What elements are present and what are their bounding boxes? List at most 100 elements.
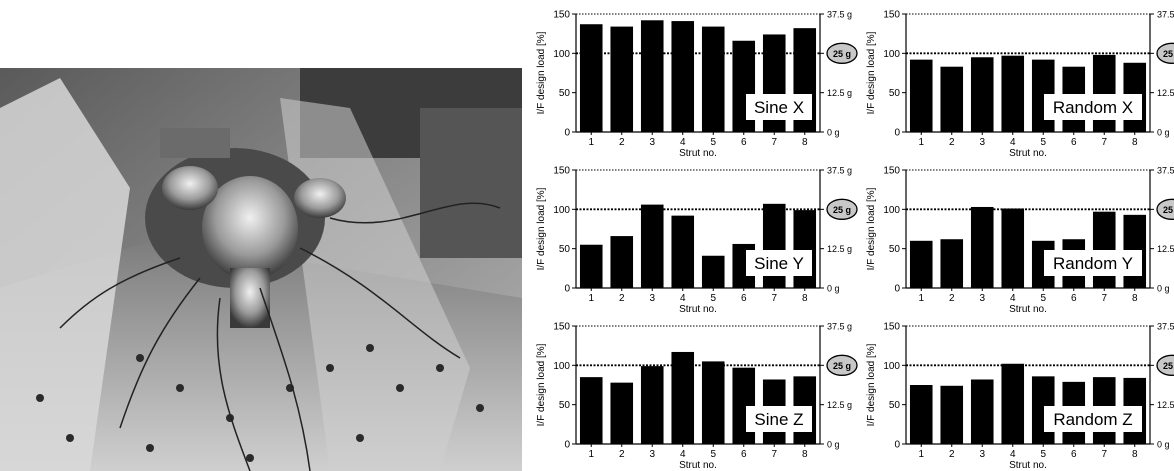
bar bbox=[610, 236, 634, 288]
x-tick-label: 1 bbox=[918, 449, 924, 460]
x-axis-label: Strut no. bbox=[1009, 460, 1047, 471]
test-setup-photo bbox=[0, 68, 522, 471]
x-tick-label: 8 bbox=[802, 137, 808, 148]
bar bbox=[940, 239, 964, 288]
x-tick-label: 1 bbox=[918, 293, 924, 304]
y-tick-label: 100 bbox=[883, 205, 900, 216]
bar bbox=[793, 210, 817, 288]
y-tick-label: 0 bbox=[894, 128, 900, 139]
y2-tick-label: 12.5 g bbox=[827, 400, 852, 410]
bar bbox=[909, 59, 933, 133]
y-axis-label: I/F design load [%] bbox=[866, 187, 877, 270]
annotation-box bbox=[1044, 94, 1142, 120]
y2-tick-label: 25 g bbox=[833, 49, 851, 59]
y-axis-label: I/F design load [%] bbox=[866, 343, 877, 426]
bar bbox=[1001, 55, 1025, 133]
y2-tick-label: 0 g bbox=[1157, 440, 1170, 450]
chart-panel: I/F design load [%] 0 50 100 150 0 g 12.5 g 25 … bbox=[866, 10, 1174, 159]
reference-badge bbox=[826, 198, 858, 220]
x-tick-label: 4 bbox=[1010, 293, 1016, 304]
y2-tick-label: 25 g bbox=[833, 205, 851, 215]
x-tick-label: 8 bbox=[1132, 293, 1138, 304]
bar bbox=[579, 377, 603, 444]
annotation-label: Sine Y bbox=[754, 254, 804, 273]
x-tick-label: 4 bbox=[1010, 449, 1016, 460]
y2-tick-label: 12.5 g bbox=[1157, 244, 1174, 254]
x-axis-label: Strut no. bbox=[1009, 304, 1047, 315]
x-tick-label: 2 bbox=[619, 137, 625, 148]
annotation-label: Random X bbox=[1053, 98, 1133, 117]
annotation-label: Sine X bbox=[754, 98, 804, 117]
x-tick-label: 5 bbox=[1040, 137, 1046, 148]
y-tick-label: 50 bbox=[559, 88, 571, 99]
x-tick-label: 7 bbox=[771, 449, 777, 460]
x-axis-label: Strut no. bbox=[679, 148, 717, 159]
annotation-label: Random Z bbox=[1053, 410, 1132, 429]
y-tick-label: 150 bbox=[553, 10, 570, 21]
y-tick-label: 50 bbox=[559, 400, 571, 411]
y-tick-label: 50 bbox=[889, 400, 901, 411]
chart-panel: I/F design load [%] 0 50 100 150 0 g 12.5 g 25 … bbox=[866, 322, 1174, 471]
bar bbox=[610, 382, 634, 444]
bar bbox=[701, 255, 725, 288]
bar bbox=[640, 204, 664, 288]
y2-tick-label: 0 g bbox=[827, 440, 840, 450]
y-tick-label: 0 bbox=[894, 440, 900, 451]
bar bbox=[671, 351, 695, 444]
y2-tick-label: 25 g bbox=[833, 361, 851, 371]
y2-tick-label: 25 g bbox=[1163, 205, 1174, 215]
bar bbox=[970, 57, 994, 133]
y-tick-label: 0 bbox=[564, 284, 570, 295]
x-tick-label: 2 bbox=[619, 449, 625, 460]
x-tick-label: 6 bbox=[741, 293, 747, 304]
bar bbox=[909, 385, 933, 444]
y2-tick-label: 37.5 g bbox=[1157, 10, 1174, 20]
x-tick-label: 4 bbox=[1010, 137, 1016, 148]
bar bbox=[940, 66, 964, 132]
bar bbox=[671, 215, 695, 288]
bar bbox=[970, 379, 994, 444]
bar bbox=[1001, 208, 1025, 288]
x-tick-label: 1 bbox=[588, 293, 594, 304]
reference-badge bbox=[826, 354, 858, 376]
x-tick-label: 3 bbox=[649, 293, 655, 304]
bar bbox=[701, 361, 725, 444]
x-tick-label: 6 bbox=[1071, 293, 1077, 304]
x-tick-label: 5 bbox=[710, 449, 716, 460]
y-tick-label: 0 bbox=[894, 284, 900, 295]
x-tick-label: 7 bbox=[1101, 293, 1107, 304]
chart-panel: I/F design load [%] 0 50 100 150 0 g 12.5 g 25 … bbox=[536, 10, 858, 159]
x-tick-label: 6 bbox=[1071, 137, 1077, 148]
y-tick-label: 100 bbox=[883, 361, 900, 372]
y2-tick-label: 37.5 g bbox=[827, 322, 852, 332]
y2-tick-label: 12.5 g bbox=[1157, 88, 1174, 98]
x-tick-label: 2 bbox=[949, 293, 955, 304]
y2-tick-label: 25 g bbox=[1163, 361, 1174, 371]
x-tick-label: 1 bbox=[588, 137, 594, 148]
annotation-label: Sine Z bbox=[754, 410, 803, 429]
annotation-box bbox=[746, 250, 812, 276]
x-tick-label: 7 bbox=[771, 137, 777, 148]
annotation-label: Random Y bbox=[1053, 254, 1133, 273]
reference-badge bbox=[1156, 354, 1174, 376]
y-tick-label: 0 bbox=[564, 440, 570, 451]
bar bbox=[640, 366, 664, 444]
y-tick-label: 150 bbox=[553, 166, 570, 177]
x-tick-label: 2 bbox=[949, 137, 955, 148]
y2-tick-label: 0 g bbox=[1157, 284, 1170, 294]
x-tick-label: 4 bbox=[680, 293, 686, 304]
x-tick-label: 1 bbox=[588, 449, 594, 460]
x-tick-label: 3 bbox=[979, 293, 985, 304]
annotation-box bbox=[1044, 250, 1142, 276]
y2-tick-label: 25 g bbox=[1163, 49, 1174, 59]
y-tick-label: 150 bbox=[553, 322, 570, 333]
x-tick-label: 2 bbox=[949, 449, 955, 460]
x-tick-label: 8 bbox=[1132, 449, 1138, 460]
x-tick-label: 6 bbox=[741, 449, 747, 460]
y-axis-label: I/F design load [%] bbox=[536, 343, 547, 426]
y-axis-label: I/F design load [%] bbox=[536, 187, 547, 270]
y-axis-label: I/F design load [%] bbox=[866, 31, 877, 114]
x-tick-label: 5 bbox=[1040, 449, 1046, 460]
x-tick-label: 7 bbox=[1101, 449, 1107, 460]
